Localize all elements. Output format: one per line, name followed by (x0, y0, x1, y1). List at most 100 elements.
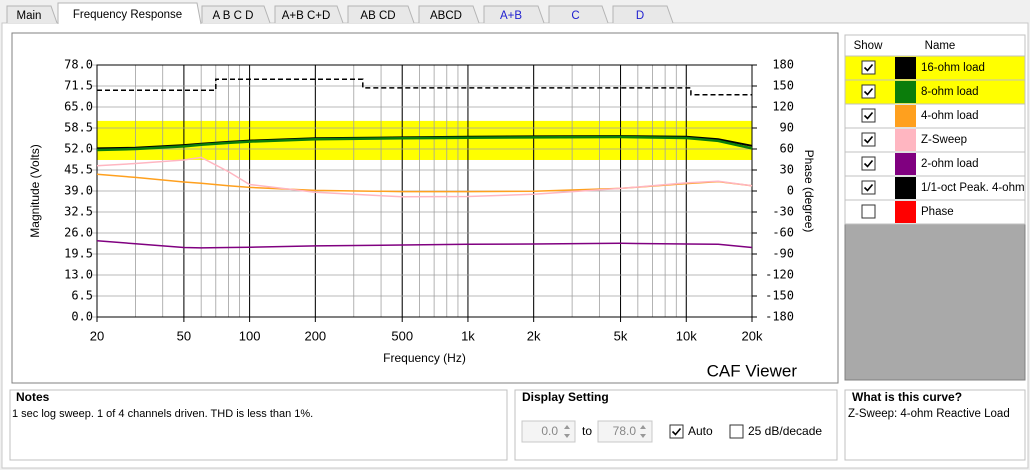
tab[interactable] (483, 5, 545, 24)
y2-tick-label: -150 (765, 289, 794, 303)
curve-info-box (844, 389, 1026, 461)
tab[interactable] (274, 5, 344, 24)
y2-tick-label: 120 (772, 100, 794, 114)
db-label: 25 dB/decade (748, 424, 822, 438)
legend-header-name: Name (925, 40, 956, 52)
x-tick-label: 100 (239, 328, 261, 343)
tab-label: A+B (500, 10, 522, 22)
to-value: 78.0 (613, 424, 637, 438)
y-tick-label: 45.5 (64, 163, 93, 177)
tab[interactable] (347, 5, 415, 24)
show-checkbox-mark (863, 135, 874, 144)
y-tick-label: 32.5 (64, 205, 93, 219)
to-label: to (582, 424, 592, 438)
tab-label: AB CD (360, 10, 395, 22)
show-checkbox[interactable] (861, 204, 876, 219)
spinner-down (640, 434, 646, 438)
tab[interactable] (201, 5, 271, 24)
y2-tick-label: 90 (780, 121, 794, 135)
tab[interactable] (418, 5, 480, 24)
y-axis-label: Magnitude (Volts) (28, 144, 42, 237)
x-tick-label: 500 (391, 328, 413, 343)
y2-tick-label: 30 (780, 163, 794, 177)
legend-name: Z-Sweep (921, 134, 967, 146)
x-axis-label: Frequency (Hz) (383, 351, 466, 365)
y2-tick-label: -90 (772, 247, 794, 261)
tab-label: C (571, 10, 579, 22)
y-tick-label: 78.0 (64, 58, 93, 72)
legend-name: Phase (921, 206, 954, 218)
tab-label: Frequency Response (73, 9, 182, 21)
show-checkbox-mark (863, 183, 874, 192)
x-tick-label: 20k (742, 328, 763, 343)
legend-swatch (895, 105, 916, 127)
legend-swatch (895, 153, 916, 175)
annotation: CAF Viewer (707, 361, 798, 380)
y-tick-label: 6.5 (71, 289, 93, 303)
from-input[interactable] (521, 420, 576, 443)
series-line (97, 78, 752, 96)
legend-swatch (895, 129, 916, 151)
db-checkbox[interactable] (729, 424, 744, 439)
show-checkbox[interactable] (861, 60, 876, 75)
display-setting-title: Display Setting (522, 390, 609, 404)
y2-tick-label: 0 (787, 184, 794, 198)
tab-label: A B C D (213, 10, 254, 22)
x-tick-label: 1k (461, 328, 475, 343)
series-line (96, 156, 753, 198)
tab-label: D (636, 10, 644, 22)
y-tick-label: 19.5 (64, 247, 93, 261)
notes-box (9, 389, 508, 461)
show-checkbox-mark (863, 87, 874, 96)
y-tick-label: 65.0 (64, 100, 93, 114)
show-checkbox[interactable] (861, 180, 876, 195)
legend-swatch (895, 177, 916, 199)
from-value: 0.0 (541, 424, 558, 438)
show-checkbox[interactable] (861, 132, 876, 147)
highlight-band (97, 120, 752, 160)
series-line (96, 240, 753, 249)
y-tick-label: 0.0 (71, 310, 93, 324)
legend-name: 16-ohm load (921, 62, 985, 74)
x-tick-label: 200 (304, 328, 326, 343)
y2-tick-label: 150 (772, 79, 794, 93)
active-tab[interactable] (57, 2, 202, 25)
curve-info-text: Z-Sweep: 4-ohm Reactive Load (848, 408, 1010, 420)
y-tick-label: 71.5 (64, 79, 93, 93)
show-checkbox-mark (863, 111, 874, 120)
y2-tick-label: -60 (772, 226, 794, 240)
y2-tick-label: 60 (780, 142, 794, 156)
y2-tick-label: -30 (772, 205, 794, 219)
spinner-up (640, 425, 646, 429)
legend-swatch (895, 201, 916, 223)
show-checkbox[interactable] (861, 84, 876, 99)
y2-tick-label: -180 (765, 310, 794, 324)
show-checkbox[interactable] (861, 108, 876, 123)
y2-tick-label: -120 (765, 268, 794, 282)
auto-label: Auto (688, 424, 713, 438)
show-checkbox-mark (863, 159, 874, 168)
legend-name: 8-ohm load (921, 86, 979, 98)
legend-swatch (895, 81, 916, 103)
tab-label: Main (17, 10, 42, 22)
tab[interactable] (6, 5, 58, 24)
auto-checkbox[interactable] (669, 424, 684, 439)
spinner-up (564, 425, 570, 429)
x-tick-label: 5k (614, 328, 628, 343)
series-line (96, 135, 753, 152)
chart-box (11, 32, 839, 384)
tab-label: A+B C+D (282, 10, 331, 22)
curve-info-title: What is this curve? (852, 390, 962, 404)
tab[interactable] (548, 5, 609, 24)
spinner-down (564, 434, 570, 438)
x-tick-label: 2k (527, 328, 541, 343)
to-input[interactable] (597, 420, 653, 443)
show-checkbox[interactable] (861, 156, 876, 171)
legend-name: 2-ohm load (921, 158, 979, 170)
x-tick-label: 50 (177, 328, 191, 343)
notes-title: Notes (16, 390, 50, 404)
tab[interactable] (612, 5, 674, 24)
y-tick-label: 58.5 (64, 121, 93, 135)
